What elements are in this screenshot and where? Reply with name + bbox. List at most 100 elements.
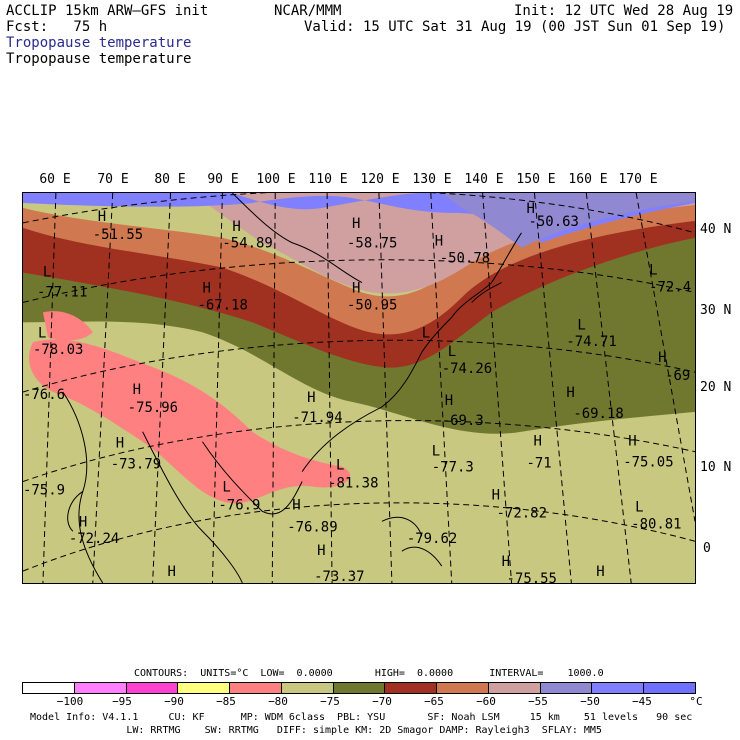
scale-label: −95 (112, 695, 132, 708)
color-swatch (437, 683, 489, 693)
marker-value: -75.55 (507, 571, 557, 584)
model-title: ACCLIP 15km ARW–GFS init (6, 3, 209, 19)
marker-letter: H (317, 543, 325, 559)
marker-value: -54.89 (222, 236, 272, 252)
marker-letter: L (43, 265, 51, 281)
marker-value: -73.37 (314, 569, 364, 584)
marker-letter: H (232, 219, 240, 235)
marker-letter: H (533, 434, 541, 450)
marker-letter: H (596, 564, 604, 580)
marker-value: -72.82 (497, 505, 547, 521)
marker-letter: H (492, 487, 500, 503)
marker-letter: H (352, 216, 360, 232)
color-scale-bar (22, 682, 696, 694)
marker-value: -50.78 (440, 251, 490, 267)
marker-letter: L (422, 325, 430, 341)
marker-value: -81.38 (328, 476, 378, 492)
marker-letter: H (116, 436, 124, 452)
lon-label: 80 E (154, 172, 186, 187)
lat-label: 10 N (700, 460, 732, 475)
marker-value: -71.94 (292, 410, 342, 426)
coastlines (62, 193, 522, 583)
marker-letter: L (577, 317, 585, 333)
field-patch-salmon-2 (42, 311, 93, 341)
field-title-1: Tropopause temperature (6, 35, 192, 51)
marker-letter: L (649, 263, 657, 279)
color-swatch (385, 683, 438, 693)
lon-label: 70 E (97, 172, 129, 187)
marker-value: -79.62 (407, 531, 457, 547)
marker-letter: L (448, 344, 456, 360)
marker-letter: H (352, 281, 360, 297)
marker-value: -76.9 (218, 497, 260, 513)
marker-value: -78.03 (33, 342, 83, 358)
marker-value: -75.9 (23, 482, 65, 498)
color-swatch (230, 683, 282, 693)
marker-value: -75.05 (623, 455, 673, 471)
marker-value: -71 (527, 456, 552, 472)
marker-letter: H (566, 385, 574, 401)
marker-letter: L (432, 444, 440, 460)
color-swatch (644, 683, 695, 693)
graticule (23, 193, 695, 583)
scale-label: −50 (580, 695, 600, 708)
lat-label: 30 N (700, 303, 732, 318)
lat-label: 0 (703, 541, 711, 556)
marker-letter: H (527, 201, 535, 217)
marker-value: -69.3 (442, 413, 484, 429)
marker-value: -74.26 (442, 361, 492, 377)
marker-letter: H (133, 382, 141, 398)
marker-letter: H (202, 281, 210, 297)
lon-label: 160 E (568, 172, 608, 187)
lon-label: 170 E (618, 172, 658, 187)
marker-letter: H (168, 564, 176, 580)
color-swatch (23, 683, 75, 693)
color-swatch (126, 683, 179, 693)
lon-label: 90 E (207, 172, 239, 187)
marker-value: -80.81 (631, 516, 681, 532)
marker-value: -69 (665, 368, 690, 384)
marker-value: -58.75 (347, 236, 397, 252)
marker-value: -67.18 (197, 297, 247, 313)
scale-label: −85 (216, 695, 236, 708)
marker-value: -72.24 (69, 531, 119, 547)
scale-label: −55 (528, 695, 548, 708)
field-title-2: Tropopause temperature (6, 51, 192, 67)
lon-label: 120 E (360, 172, 400, 187)
marker-letter: L (38, 325, 46, 341)
lon-label: 60 E (39, 172, 71, 187)
scale-label: −80 (268, 695, 288, 708)
scale-label: −60 (476, 695, 496, 708)
marker-value: -51.55 (93, 227, 143, 243)
field-patch-salmon (29, 339, 351, 504)
scale-label: −90 (164, 695, 184, 708)
field-band-violet (441, 193, 695, 248)
marker-letter: H (292, 497, 300, 513)
longitude-labels: 60 E 70 E 80 E 90 E 100 E 110 E 120 E 13… (0, 172, 740, 188)
marker-letter: H (435, 234, 443, 250)
marker-letter: L (222, 479, 230, 495)
color-swatch (333, 683, 386, 693)
marker-letter: H (628, 434, 636, 450)
color-swatch (281, 683, 334, 693)
center-label: NCAR/MMM (274, 3, 342, 19)
scale-label: −70 (372, 695, 392, 708)
marker-value: -50.63 (528, 214, 578, 230)
pressure-markers: H -51.55 H -54.89 H -58.75 H -50.78 H -5… (23, 201, 691, 584)
forecast-hour: Fcst: 75 h (6, 19, 108, 35)
marker-value: -76.6 (23, 387, 65, 403)
lon-label: 130 E (412, 172, 452, 187)
color-swatch (178, 683, 231, 693)
marker-letter: H (307, 390, 315, 406)
lon-label: 110 E (308, 172, 348, 187)
marker-letter: H (658, 350, 666, 366)
scale-unit: °C (689, 695, 703, 708)
marker-letter: H (98, 209, 106, 225)
init-time: Init: 12 UTC Wed 28 Aug 19 (514, 3, 734, 19)
scale-label: −75 (320, 695, 340, 708)
color-swatch (488, 683, 541, 693)
marker-letter: L (635, 499, 643, 515)
marker-value: -77.11 (37, 284, 87, 300)
marker-value: -76.89 (287, 519, 337, 535)
model-info-line1: Model Info: V4.1.1 CU: KF MP: WDM 6class… (30, 712, 693, 723)
